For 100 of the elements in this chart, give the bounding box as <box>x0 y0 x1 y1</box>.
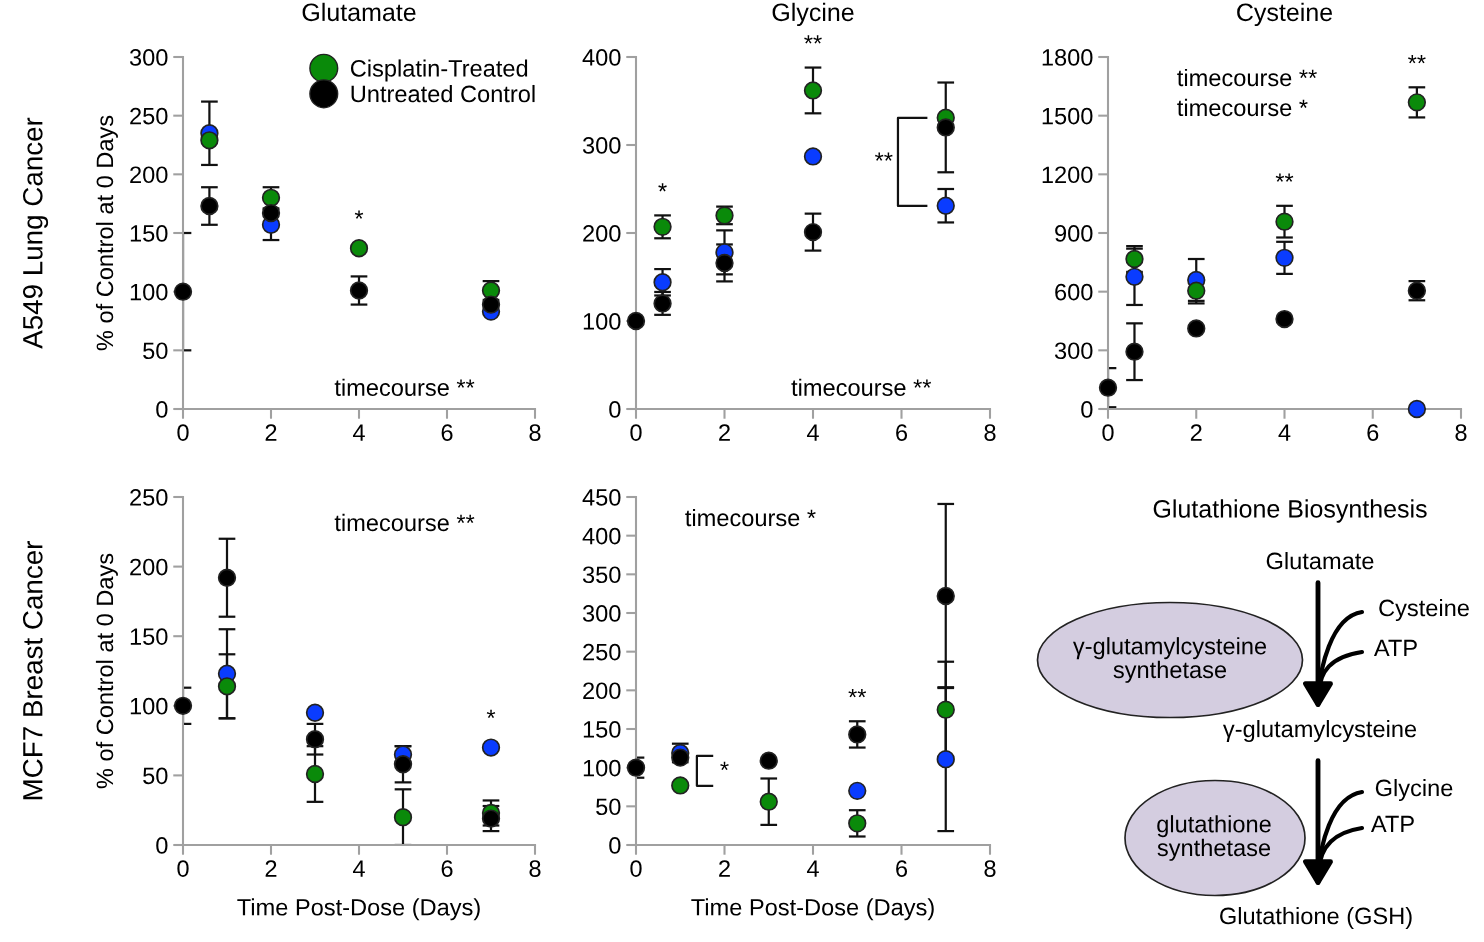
y-tick-label: 350 <box>582 566 621 584</box>
point <box>305 703 325 722</box>
annotation: timecourse ** <box>791 378 932 396</box>
x-tick-label: 8 <box>529 860 541 877</box>
x-tick-label: 6 <box>441 860 453 877</box>
point <box>1407 93 1427 112</box>
y-tick-label: 600 <box>1055 283 1093 301</box>
y-tick-label: 1800 <box>1042 49 1093 66</box>
chart-title: Cysteine <box>1237 2 1333 27</box>
x-tick-label: 2 <box>265 424 277 441</box>
x-tick-label: 4 <box>352 860 365 877</box>
point <box>349 239 369 258</box>
point <box>200 196 219 216</box>
point <box>1407 399 1427 419</box>
point <box>393 807 413 827</box>
y-tick-label: 450 <box>582 489 621 506</box>
point <box>936 118 955 137</box>
annotation: ** <box>848 689 867 698</box>
y-tick-label: 100 <box>130 697 168 715</box>
y-tick-label: 250 <box>583 643 621 661</box>
text: A549 Lung Cancer <box>22 117 49 349</box>
point <box>1125 267 1144 286</box>
point <box>217 677 237 696</box>
point <box>936 586 955 606</box>
text: ATP <box>1373 639 1417 657</box>
y-tick-label: 200 <box>583 682 621 700</box>
annotation: timecourse ** <box>1177 68 1317 87</box>
point <box>626 311 646 331</box>
point <box>803 222 823 242</box>
y-tick-label: 150 <box>130 225 168 242</box>
text: ATP <box>1370 815 1414 833</box>
point <box>759 792 778 811</box>
point <box>261 203 281 223</box>
y-tick-label: 50 <box>596 798 621 816</box>
point <box>173 696 193 715</box>
x-axis-title: Time Post-Dose (Days) <box>691 898 934 921</box>
point <box>936 749 955 769</box>
text: glutathione synthetase <box>1157 815 1271 861</box>
point <box>1125 342 1144 361</box>
annotation: ** <box>804 35 822 44</box>
chart-title: Glutamate <box>302 2 416 22</box>
x-tick-label: 0 <box>177 424 189 441</box>
text: Glutathione Biosynthesis <box>1153 499 1427 523</box>
text: Glutamate <box>1266 551 1374 570</box>
text: Cysteine <box>1379 598 1469 622</box>
y-tick-label: 0 <box>609 837 621 854</box>
point <box>936 700 955 719</box>
y-tick-label: 400 <box>582 49 621 66</box>
annotation: * <box>354 210 364 219</box>
y-tick-label: 0 <box>1081 401 1093 418</box>
y-axis-title: % of Control at 0 Days <box>95 115 118 351</box>
annotation: timecourse ** <box>334 378 475 396</box>
x-tick-label: 6 <box>1367 424 1379 441</box>
x-tick-label: 0 <box>1102 424 1114 441</box>
text: γ-glutamylcysteine <box>1222 719 1417 743</box>
chart-title: Glycine <box>772 2 854 27</box>
text: MCF7 Breast Cancer <box>22 541 43 800</box>
y-tick-label: 0 <box>156 837 168 854</box>
point <box>848 814 867 833</box>
text: Glutathione (GSH) <box>1220 906 1412 929</box>
annotation: * <box>658 183 667 192</box>
point <box>848 725 867 744</box>
y-tick-label: 100 <box>583 313 621 330</box>
point <box>671 776 690 795</box>
y-tick-label: 50 <box>143 767 168 785</box>
point <box>848 781 867 801</box>
x-tick-label: 2 <box>719 424 730 441</box>
y-tick-label: 1500 <box>1042 107 1093 125</box>
annotation: timecourse ** <box>334 513 475 532</box>
point <box>626 758 646 777</box>
point <box>200 131 219 150</box>
y-tick-label: 0 <box>156 401 168 418</box>
x-tick-label: 4 <box>806 424 819 441</box>
y-tick-label: 200 <box>130 558 168 576</box>
x-tick-label: 0 <box>630 860 642 877</box>
y-tick-label: 300 <box>582 605 621 622</box>
x-tick-label: 8 <box>984 424 996 441</box>
point <box>481 809 501 828</box>
y-tick-label: 200 <box>130 166 168 184</box>
y-tick-label: 1200 <box>1042 166 1093 184</box>
text: γ-glutamylcysteine synthetase <box>1072 637 1267 683</box>
y-tick-label: 250 <box>130 489 168 506</box>
point <box>803 81 823 100</box>
x-tick-label: 6 <box>441 424 453 441</box>
y-tick-label: 300 <box>129 49 168 66</box>
annotation: ** <box>1275 173 1294 182</box>
x-tick-label: 4 <box>352 424 365 441</box>
y-tick-label: 100 <box>130 283 168 301</box>
x-tick-label: 4 <box>806 860 819 877</box>
text: Glycine <box>1375 778 1453 802</box>
annotation: timecourse * <box>1177 98 1308 117</box>
point <box>1275 248 1294 268</box>
y-tick-label: 100 <box>583 759 621 777</box>
point <box>305 764 325 784</box>
y-tick-label: 0 <box>609 401 621 418</box>
point <box>1275 309 1294 329</box>
x-tick-label: 2 <box>265 860 277 877</box>
legend-label: Untreated Control <box>351 84 535 103</box>
point <box>803 147 823 166</box>
point <box>173 282 193 301</box>
